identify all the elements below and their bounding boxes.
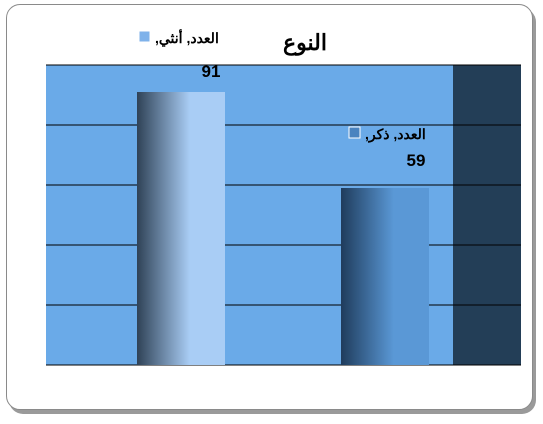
data-label-marker-1	[138, 30, 151, 43]
chart-wall	[453, 65, 521, 365]
gridlines	[46, 64, 521, 366]
data-label-2: العدد, ذكر,	[365, 126, 426, 143]
data-label-value-1: 91	[202, 62, 221, 81]
data-label-value-2: 59	[407, 151, 426, 170]
data-labels: العدد, أنثي, 91 العدد, ذكر, 59	[138, 28, 426, 170]
bar-1	[137, 92, 225, 365]
data-label-marker-2	[348, 126, 361, 139]
plot-area	[46, 65, 521, 365]
bars	[137, 92, 429, 365]
data-label-1: العدد, أنثي,	[155, 28, 219, 47]
bar-2	[341, 188, 429, 365]
chart-title: النوع	[283, 30, 327, 56]
